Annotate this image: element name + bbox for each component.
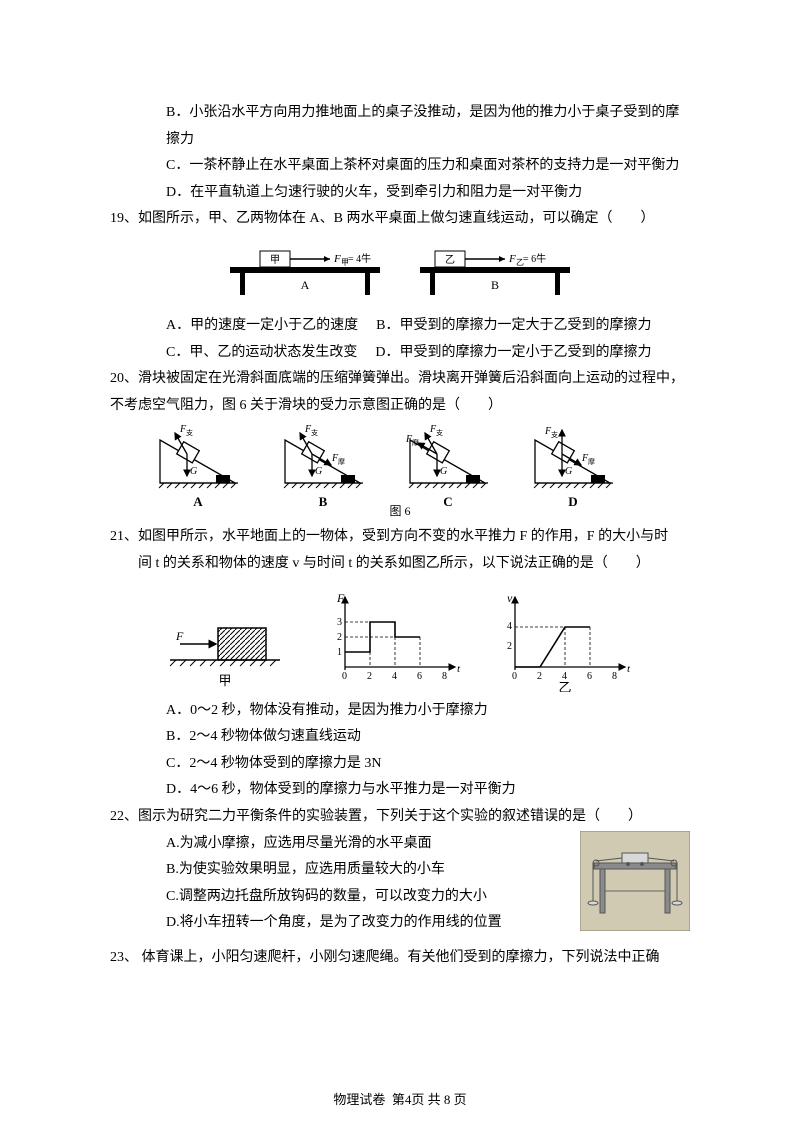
q21-option-b: B．2～4 秒物体做匀速直线运动 [110, 724, 690, 751]
q19-stem-text: 如图所示，甲、乙两物体在 A、B 两水平桌面上做匀速直线运动，可以确定（ ） [138, 211, 654, 226]
q19-options-row2: C．甲、乙的运动状态发生改变 D．甲受到的摩擦力一定小于乙受到的摩擦力 [110, 340, 690, 367]
svg-text:= 6牛: = 6牛 [523, 252, 546, 265]
q21-number: 21、 [110, 529, 138, 544]
svg-text:G: G [315, 466, 322, 477]
svg-text:A: A [193, 494, 203, 509]
svg-text:甲: 甲 [270, 255, 280, 266]
q19-options-row1: A．甲的速度一定小于乙的速度 B．甲受到的摩擦力一定大于乙受到的摩擦力 [110, 313, 690, 340]
q18-option-b: B．小张沿水平方向用力推地面上的桌子没推动，是因为他的推力小于桌子受到的摩擦力 [110, 100, 690, 153]
svg-text:F: F [175, 629, 184, 643]
svg-text:A: A [301, 278, 310, 292]
svg-text:2: 2 [537, 671, 542, 682]
svg-text:6: 6 [587, 671, 592, 682]
svg-text:4: 4 [507, 621, 512, 632]
svg-text:t: t [627, 663, 631, 675]
q23-stem-text: 体育课上，小阳匀速爬杆，小刚匀速爬绳。有关他们受到的摩擦力，下列说法中正确 [138, 950, 660, 965]
q22-stem-text: 图示为研究二力平衡条件的实验装置，下列关于这个实验的叙述错误的是（ ） [138, 809, 642, 824]
footer-page: 第4页 共 8 页 [392, 1092, 467, 1107]
svg-text:乙: 乙 [558, 680, 571, 692]
svg-text:F: F [336, 591, 345, 605]
svg-text:摩: 摩 [588, 457, 595, 466]
svg-text:甲: 甲 [218, 673, 231, 688]
svg-text:0: 0 [342, 671, 347, 682]
svg-text:G: G [440, 466, 447, 477]
svg-text:6: 6 [417, 671, 422, 682]
q22-figure [580, 831, 690, 942]
svg-text:3: 3 [337, 617, 342, 628]
svg-text:4: 4 [392, 671, 397, 682]
q23-stem: 23、 体育课上，小阳匀速爬杆，小刚匀速爬绳。有关他们受到的摩擦力，下列说法中正… [110, 945, 690, 972]
svg-text:2: 2 [337, 632, 342, 643]
q18-option-c: C．一茶杯静止在水平桌面上茶杯对桌面的压力和桌面对茶杯的支持力是一对平衡力 [110, 153, 690, 180]
svg-text:F: F [508, 253, 516, 265]
q20-stem-text: 滑块被固定在光滑斜面底端的压缩弹簧弹出。滑块离开弹簧后沿斜面向上运动的过程中，不… [110, 371, 684, 413]
svg-text:t: t [457, 663, 461, 675]
q21-option-a: A．0～2 秒，物体没有推动，是因为推力小于摩擦力 [110, 698, 690, 725]
svg-text:支: 支 [311, 428, 318, 437]
q20-figure: F 支 G A F 支 G F 摩 B [110, 423, 690, 518]
q19-option-c: C．甲、乙的运动状态发生改变 [166, 340, 357, 367]
svg-text:D: D [568, 494, 577, 509]
q19-figure: 甲 F 甲 = 4牛 A 乙 F 乙 = 6牛 B [110, 237, 690, 307]
svg-text:2: 2 [507, 641, 512, 652]
svg-text:1: 1 [337, 647, 342, 658]
q23-number: 23、 [110, 950, 138, 965]
q21-option-d: D．4～6 秒，物体受到的摩擦力与水平推力是一对平衡力 [110, 777, 690, 804]
q20-number: 20、 [110, 371, 138, 386]
svg-text:支: 支 [551, 430, 558, 439]
svg-text:B: B [491, 278, 499, 292]
svg-text:摩: 摩 [338, 457, 345, 466]
svg-text:乙: 乙 [445, 254, 455, 266]
svg-text:F: F [333, 253, 341, 265]
q22-number: 22、 [110, 809, 138, 824]
svg-text:摩: 摩 [412, 438, 419, 447]
svg-text:支: 支 [186, 428, 193, 437]
q19-option-a: A．甲的速度一定小于乙的速度 [166, 313, 358, 340]
svg-text:8: 8 [612, 671, 617, 682]
page-footer: 物理试卷 第4页 共 8 页 [0, 1088, 800, 1113]
q21-figure: F 甲 F t 1 2 3 0 2 4 6 8 [110, 582, 690, 692]
q21-option-c: C．2～4 秒物体受到的摩擦力是 3N [110, 751, 690, 778]
svg-text:B: B [319, 494, 328, 509]
q21-stem-line2: 间 t 的关系和物体的速度 v 与时间 t 的关系如图乙所示，以下说法正确的是（… [110, 551, 690, 578]
q22-stem: 22、图示为研究二力平衡条件的实验装置，下列关于这个实验的叙述错误的是（ ） [110, 804, 690, 831]
q19-number: 19、 [110, 211, 138, 226]
q21-stem: 21、如图甲所示，水平地面上的一物体，受到方向不变的水平推力 F 的作用，F 的… [110, 524, 690, 551]
svg-text:= 4牛: = 4牛 [348, 252, 371, 265]
svg-text:2: 2 [367, 671, 372, 682]
svg-text:G: G [190, 466, 197, 477]
svg-text:支: 支 [436, 428, 443, 437]
footer-title: 物理试卷 [333, 1092, 385, 1107]
q19-option-d: D．甲受到的摩擦力一定小于乙受到的摩擦力 [375, 340, 651, 367]
q20-stem: 20、滑块被固定在光滑斜面底端的压缩弹簧弹出。滑块离开弹簧后沿斜面向上运动的过程… [110, 366, 690, 419]
svg-text:G: G [565, 466, 572, 477]
q18-option-d: D．在平直轨道上匀速行驶的火车，受到牵引力和阻力是一对平衡力 [110, 180, 690, 207]
q19-option-b: B．甲受到的摩擦力一定大于乙受到的摩擦力 [376, 313, 651, 340]
q19-stem: 19、如图所示，甲、乙两物体在 A、B 两水平桌面上做匀速直线运动，可以确定（ … [110, 206, 690, 233]
svg-text:C: C [443, 494, 452, 509]
svg-text:v: v [507, 591, 513, 605]
svg-text:0: 0 [512, 671, 517, 682]
svg-text:图 6: 图 6 [389, 504, 410, 518]
svg-text:8: 8 [442, 671, 447, 682]
q21-stem-text1: 如图甲所示，水平地面上的一物体，受到方向不变的水平推力 F 的作用，F 的大小与… [138, 529, 668, 544]
